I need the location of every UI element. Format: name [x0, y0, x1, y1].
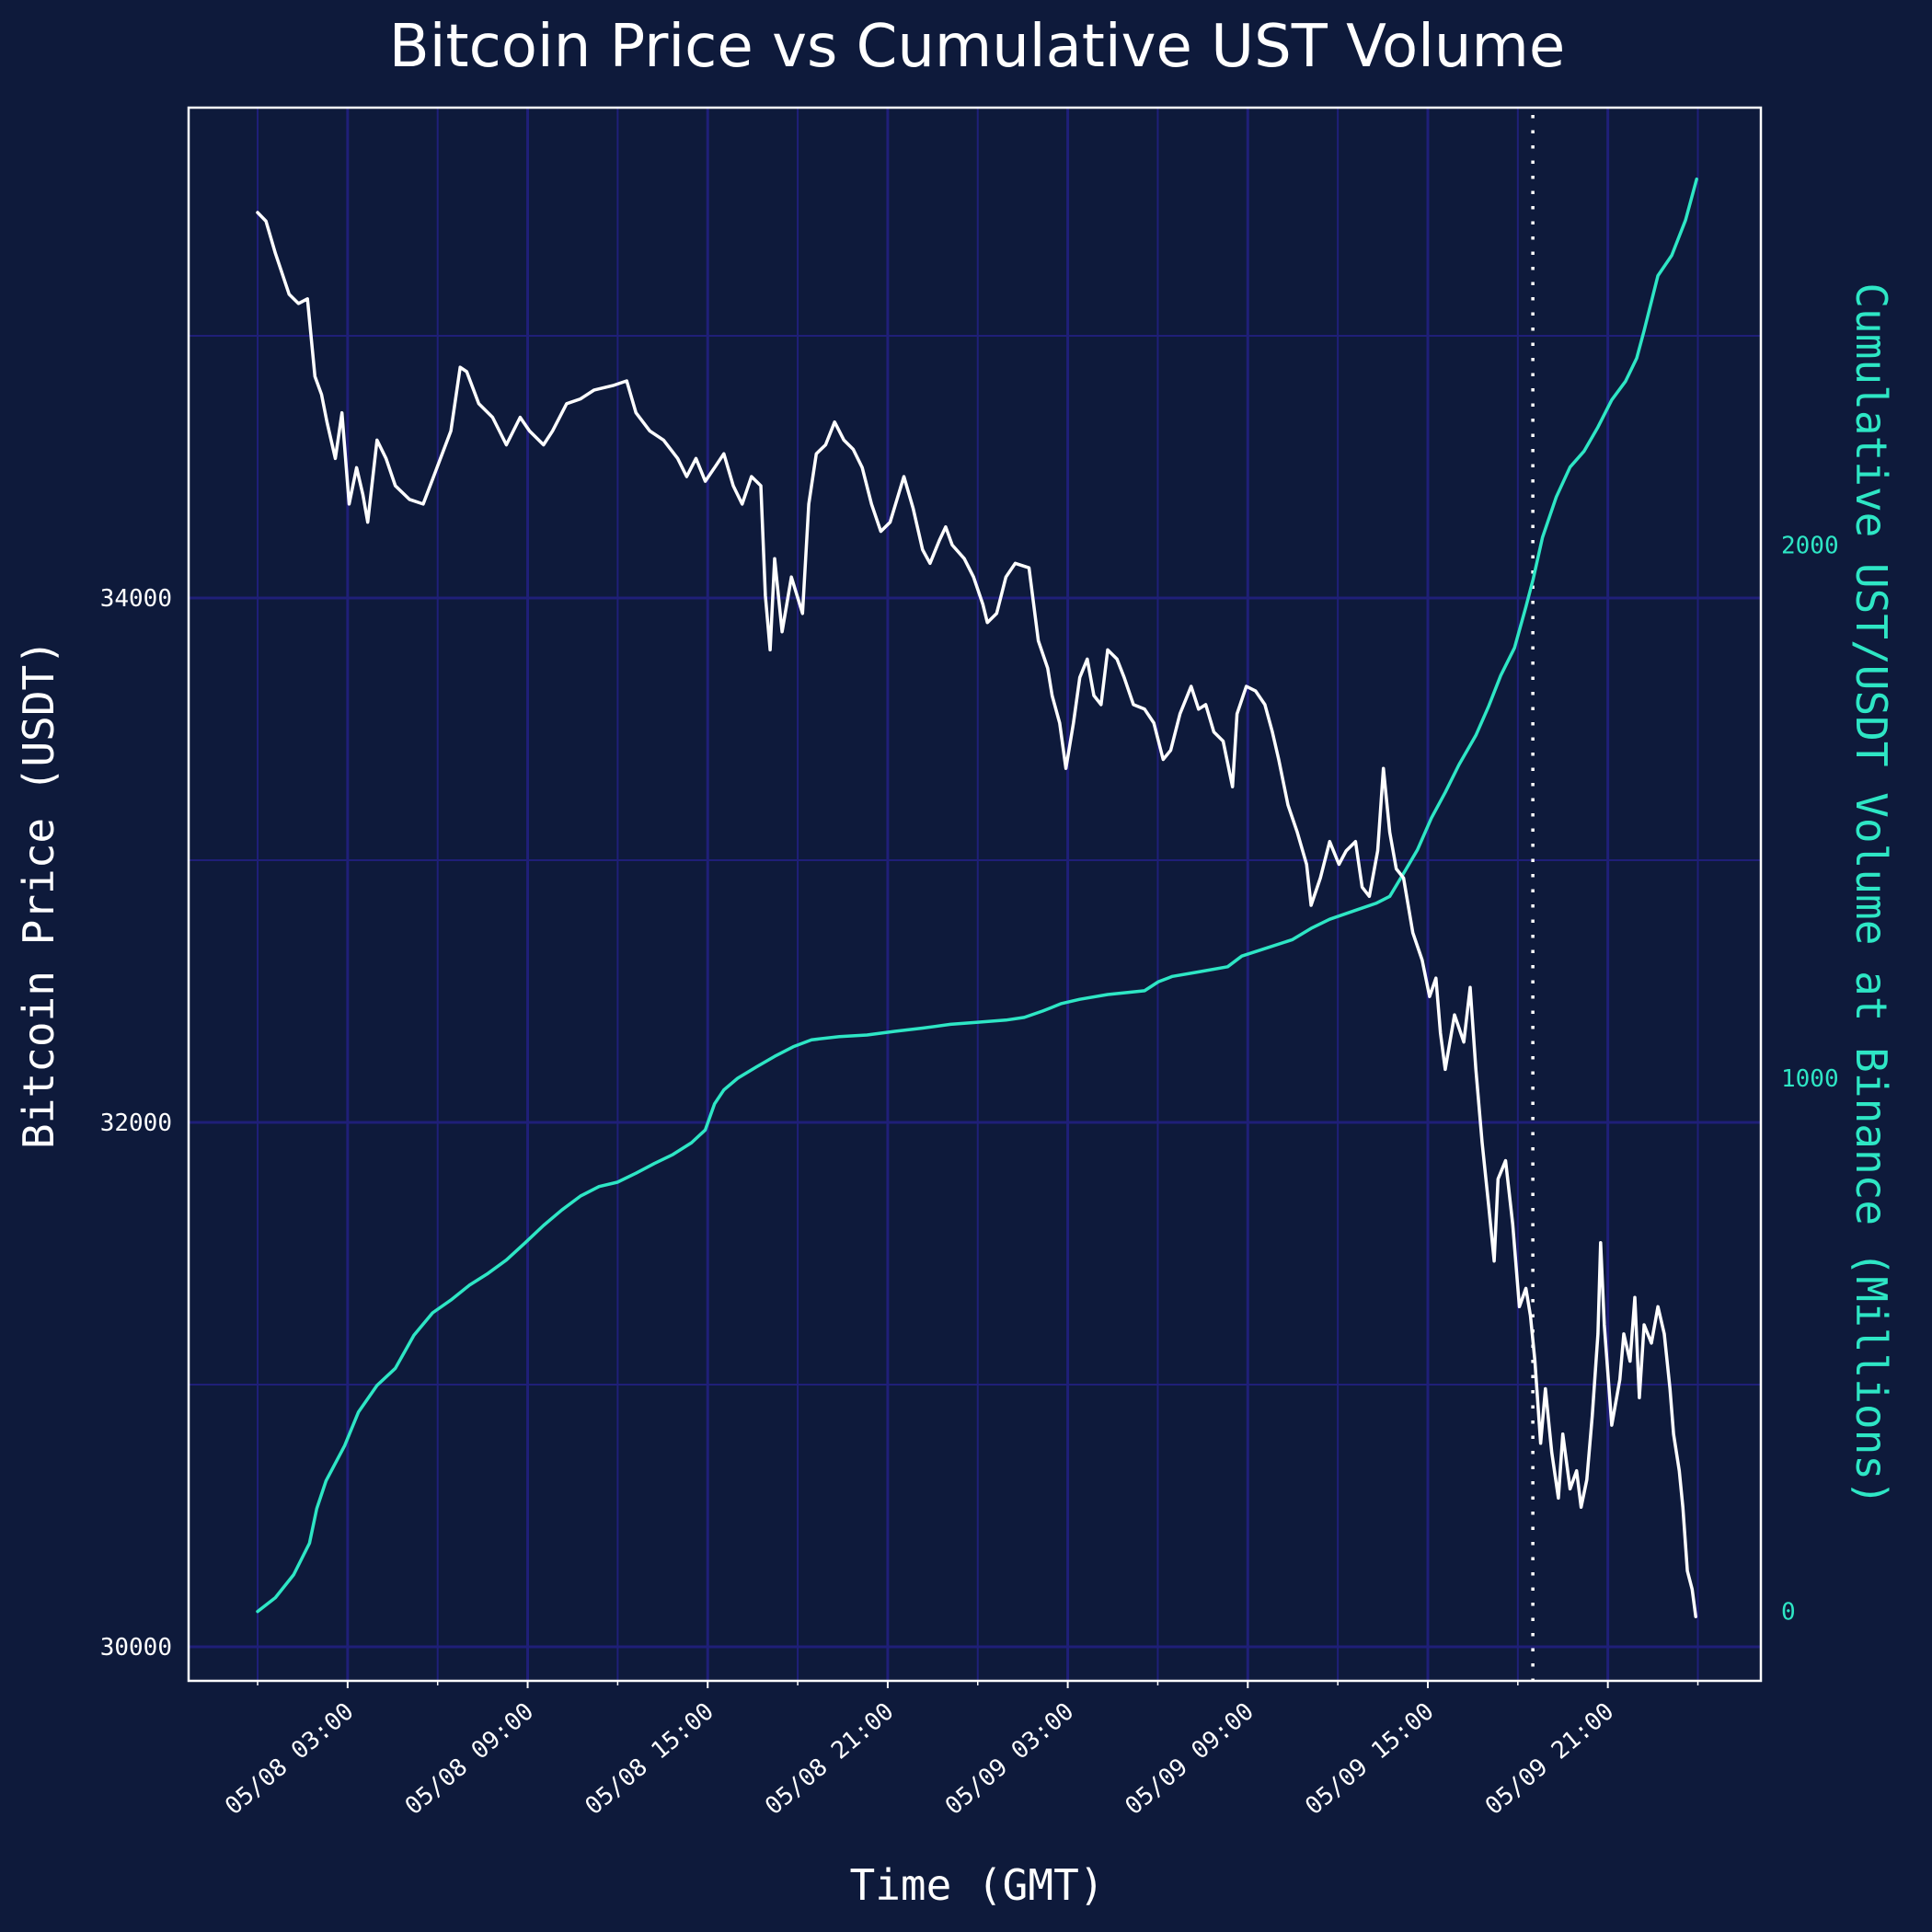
series-layer	[256, 177, 1698, 1618]
y-axis-label-right: Cumulative UST/USDT Volume at Binance (M…	[1846, 282, 1896, 1505]
plot-frame	[187, 106, 1763, 1683]
x-axis-label: Time (GMT)	[850, 1860, 1105, 1910]
y-tick-label-left: 32000	[100, 1110, 172, 1137]
y-tick-label-right: 1000	[1781, 1065, 1839, 1093]
y-tick-label-left: 30000	[100, 1634, 172, 1662]
volume-line	[256, 177, 1698, 1614]
y-tick-labels-right: 0 1000 2000	[1781, 532, 1839, 1626]
y-tick-label-right: 2000	[1781, 532, 1839, 559]
chart-title: Bitcoin Price vs Cumulative UST Volume	[389, 13, 1565, 81]
grid	[189, 108, 1761, 1681]
y-axis-label-left: Bitcoin Price (USDT)	[14, 639, 63, 1149]
y-tick-labels-left: 30000 32000 34000	[100, 585, 172, 1662]
y-tick-label-left: 34000	[100, 585, 172, 613]
y-tick-label-right: 0	[1781, 1599, 1796, 1627]
price-line	[256, 211, 1697, 1618]
